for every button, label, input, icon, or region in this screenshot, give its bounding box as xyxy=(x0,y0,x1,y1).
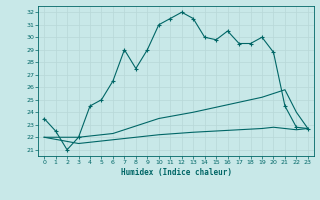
X-axis label: Humidex (Indice chaleur): Humidex (Indice chaleur) xyxy=(121,168,231,177)
